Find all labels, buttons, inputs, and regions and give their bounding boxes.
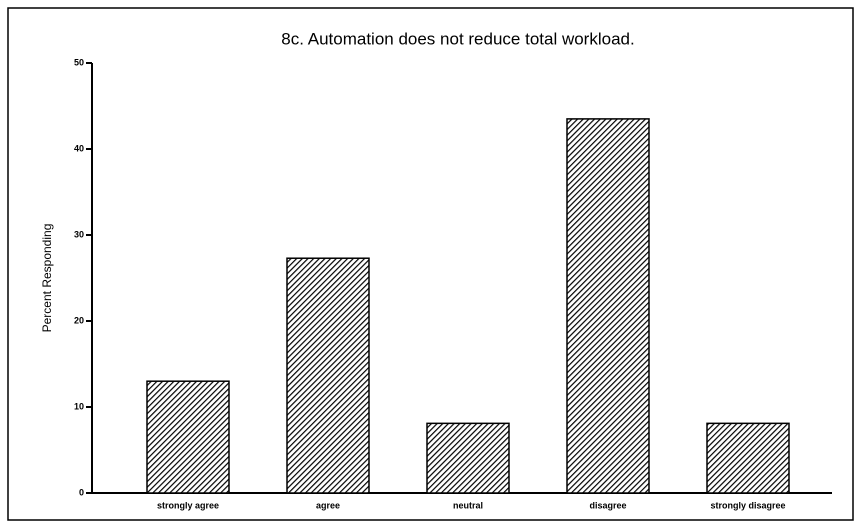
y-axis-label: Percent Responding bbox=[40, 224, 54, 333]
bar bbox=[146, 380, 230, 494]
y-tick-label: 20 bbox=[74, 315, 84, 325]
bar bbox=[706, 422, 790, 494]
y-tick-label: 30 bbox=[74, 229, 84, 239]
bar bbox=[286, 257, 370, 494]
frame bbox=[7, 7, 854, 521]
bar bbox=[426, 422, 510, 494]
x-tick-label: disagree bbox=[589, 500, 626, 510]
y-tick-label: 10 bbox=[74, 401, 84, 411]
x-tick-label: agree bbox=[316, 500, 340, 510]
chart-title: 8c. Automation does not reduce total wor… bbox=[281, 29, 634, 48]
x-tick-label: strongly disagree bbox=[710, 500, 785, 510]
bar bbox=[566, 118, 650, 494]
x-tick-label: neutral bbox=[453, 500, 483, 510]
x-tick-label: strongly agree bbox=[157, 500, 219, 510]
y-tick-label: 40 bbox=[74, 143, 84, 153]
y-tick-label: 50 bbox=[74, 57, 84, 67]
y-tick-label: 0 bbox=[79, 487, 84, 497]
